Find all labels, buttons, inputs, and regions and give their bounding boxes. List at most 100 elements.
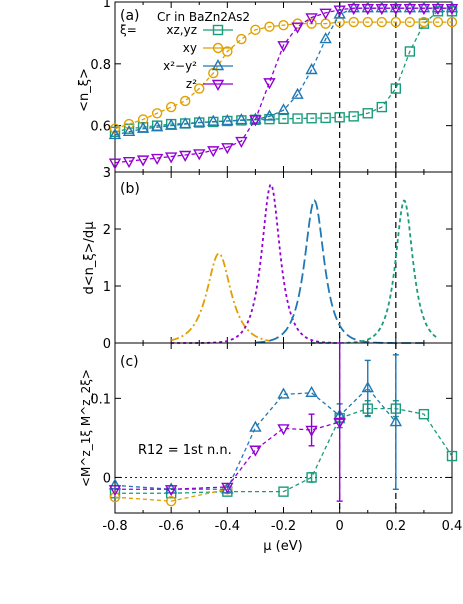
data-point-xy (194, 83, 205, 94)
legend-marker-xz_yz (212, 24, 224, 36)
data-point-z2 (207, 146, 220, 158)
data-point-z2 (389, 3, 403, 16)
data-point-z2 (221, 482, 234, 494)
data-point-z2 (193, 149, 206, 161)
series-line-xz_yz (115, 407, 453, 494)
data-point-xz_yz (320, 112, 331, 124)
data-point-xz_yz (306, 113, 317, 124)
data-point-z2 (263, 78, 276, 90)
x-tick-label: -0.2 (271, 519, 296, 534)
data-point-x2y2 (235, 113, 248, 125)
legend-label-x2y2: x²−y² (163, 59, 197, 73)
data-point-xy (278, 19, 289, 31)
data-point-x2y2 (207, 114, 220, 126)
data-point-z2 (445, 3, 459, 16)
data-point-xz_yz (390, 83, 402, 94)
data-point-z2 (291, 22, 304, 34)
data-point-z2 (277, 424, 290, 436)
data-point-x2y2 (164, 118, 178, 130)
x-tick-label: 0 (336, 519, 344, 534)
data-point-x2y2 (389, 415, 403, 427)
data-point-z2 (179, 150, 192, 162)
panel-a-ylabel: <n_ξ> (77, 68, 92, 112)
data-point-z2 (164, 485, 178, 497)
data-point-xy (432, 16, 444, 28)
data-point-xy (123, 118, 135, 130)
data-point-x2y2 (249, 420, 262, 432)
data-point-xy (390, 16, 402, 28)
data-point-xy (404, 16, 416, 28)
data-point-x2y2 (333, 7, 346, 19)
data-point-xy (348, 16, 359, 28)
data-point-x2y2 (122, 124, 136, 137)
data-point-x2y2 (319, 32, 332, 44)
peak-curve-xz_yz (311, 199, 439, 344)
data-point-z2 (375, 3, 388, 16)
panel-c-series (108, 342, 458, 507)
series-line-xy (114, 21, 452, 130)
panel-b-vlines (339, 172, 397, 343)
series-line-xy (114, 488, 228, 502)
data-point-xy (250, 24, 261, 36)
data-point-z2 (305, 13, 318, 25)
data-point-xz_yz (446, 450, 458, 462)
x-tick-label: -0.4 (215, 519, 240, 534)
series-line-x2y2 (114, 387, 397, 490)
data-point-x2y2 (277, 387, 290, 399)
peak-curve-z2 (171, 183, 340, 344)
panel-b-y-ticks: 0 1 2 3 (103, 166, 452, 352)
x-axis-label: μ (eV) (263, 539, 302, 554)
data-point-xz_yz (292, 113, 303, 124)
data-point-x2y2 (221, 114, 234, 126)
panel-c-label: (c) (120, 354, 139, 370)
data-point-z2 (431, 3, 445, 16)
data-point-z2 (347, 3, 360, 16)
data-point-x2y2 (193, 115, 206, 127)
panel-b-series (170, 183, 439, 344)
data-point-xy (165, 101, 177, 113)
data-point-z2 (305, 425, 318, 437)
data-point-z2 (136, 155, 150, 167)
x-tick-label: -0.8 (102, 519, 127, 534)
data-point-z2 (249, 115, 262, 127)
data-point-x2y2 (431, 1, 445, 13)
data-point-xz_yz (362, 108, 373, 119)
data-point-z2 (235, 136, 248, 149)
data-point-z2 (333, 417, 346, 430)
panel-a: (a) Cr in BaZn2As2 <n_ξ> 0.6 0.8 1 ξ= xz,y… (77, 0, 459, 173)
legend-marker-x2y2 (211, 59, 225, 71)
data-point-xz_yz (418, 408, 430, 420)
data-point-z2 (221, 143, 234, 155)
data-point-x2y2 (417, 1, 431, 13)
legend-label-xz-yz: xz,yz (166, 23, 197, 37)
panel-b-ytick-label: 0 (103, 337, 111, 352)
data-point-z2 (122, 156, 136, 169)
data-point-xy (306, 18, 317, 29)
panel-a-legend: ξ= xz,yz xy x²−y² z² (120, 23, 233, 91)
panel-b-x-ticks (114, 172, 453, 343)
data-point-z2 (277, 41, 290, 53)
panel-b-label: (b) (120, 181, 140, 197)
data-point-xy (264, 21, 275, 32)
data-point-xz_yz (334, 112, 345, 123)
legend-header: ξ= (120, 23, 137, 37)
panel-c-ytick-label: 0.1 (90, 392, 111, 407)
data-point-z2 (150, 153, 164, 166)
series-line-xz_yz (114, 10, 452, 133)
panel-a-label: (a) (120, 8, 140, 24)
x-tick-label: 0.2 (385, 519, 406, 534)
data-point-x2y2 (164, 482, 178, 494)
data-point-xy (376, 16, 387, 28)
data-point-z2 (361, 3, 374, 16)
data-point-x2y2 (108, 127, 122, 140)
data-point-xy (180, 95, 191, 107)
data-point-xy (165, 495, 177, 507)
data-point-xz_yz (278, 486, 289, 497)
data-point-x2y2 (136, 121, 150, 133)
data-point-x2y2 (403, 1, 417, 13)
legend-marker-xy (212, 42, 224, 54)
legend-marker-z2 (211, 79, 225, 91)
panel-b: (b) d<n_ξ>/dμ 0 1 2 3 (82, 166, 453, 352)
data-point-z2 (108, 485, 122, 497)
data-point-x2y2 (249, 112, 262, 124)
